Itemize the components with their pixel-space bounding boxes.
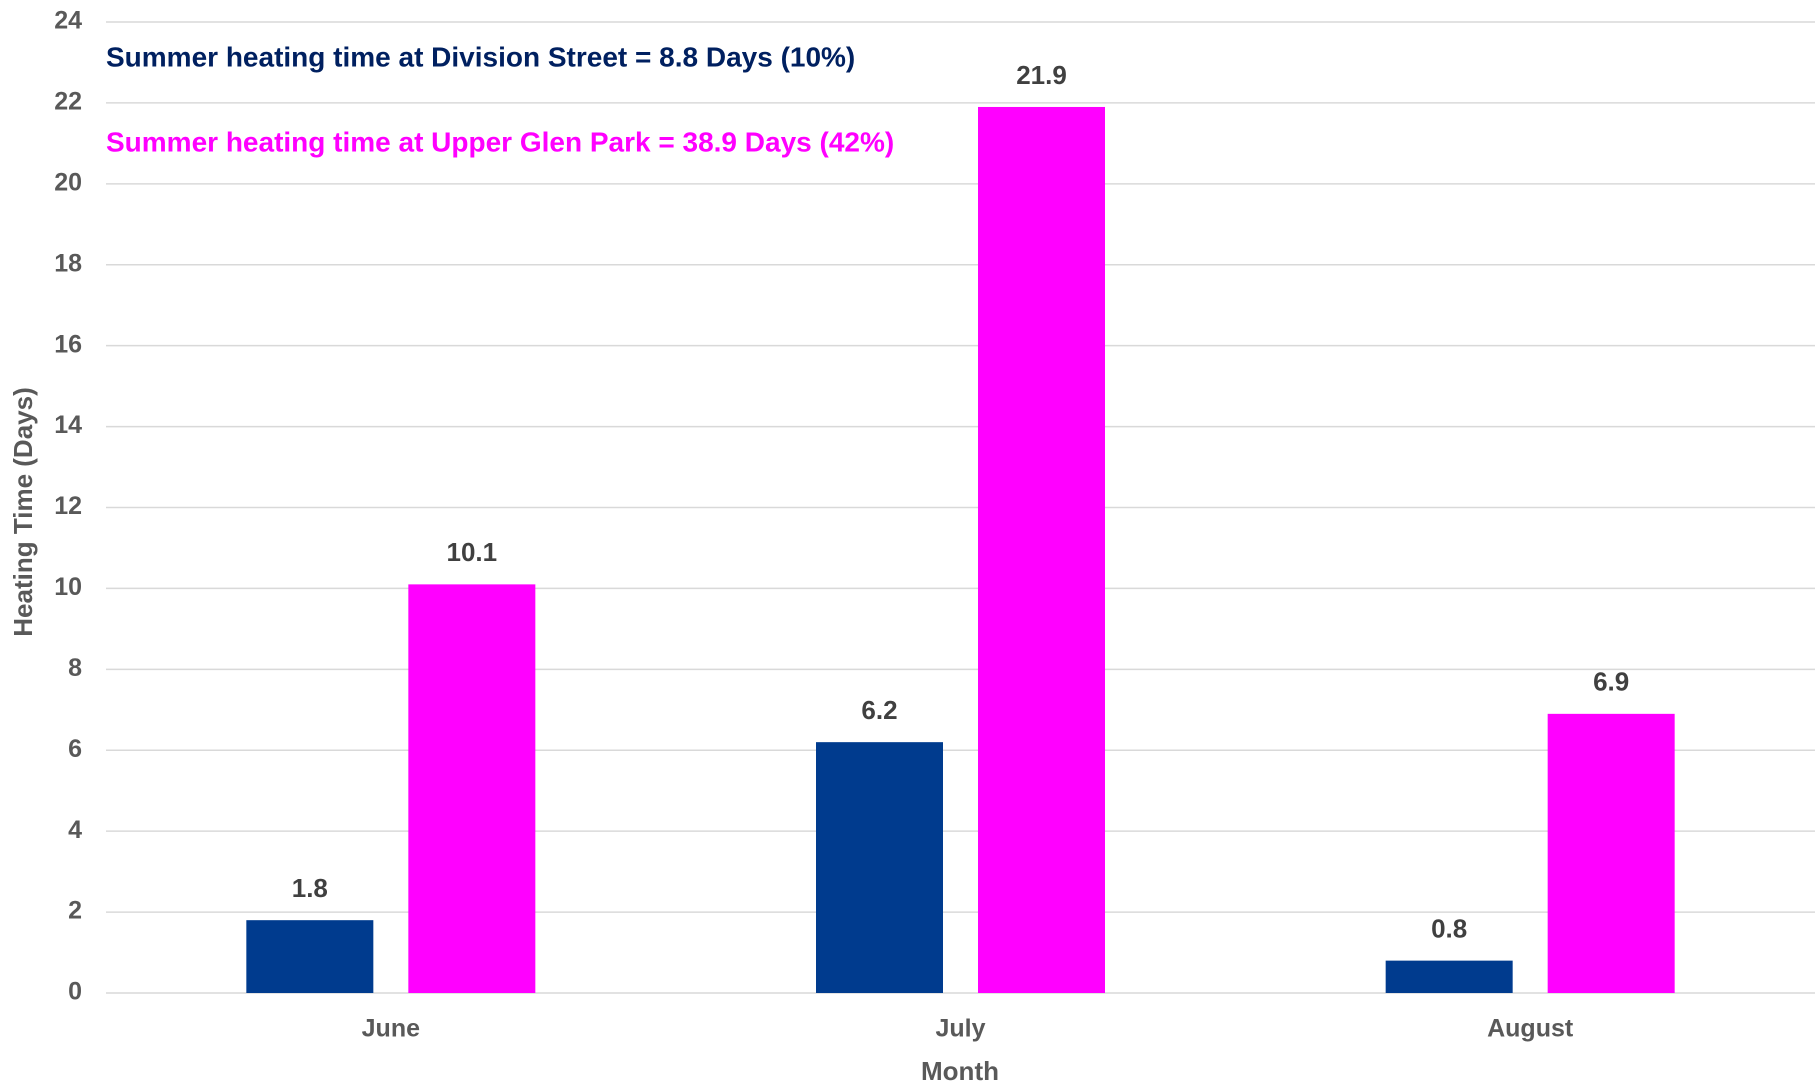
y-tick-label: 14	[54, 411, 82, 439]
y-tick-label: 2	[68, 897, 82, 925]
y-tick-label: 16	[54, 330, 82, 358]
y-axis-title: Heating Time (Days)	[8, 387, 38, 636]
x-tick-label: August	[1487, 1015, 1574, 1043]
bar	[816, 742, 943, 993]
bar	[978, 106, 1105, 993]
annotation: Summer heating time at Upper Glen Park =…	[106, 126, 894, 157]
data-label: 0.8	[1431, 914, 1467, 944]
y-tick-label: 10	[54, 573, 82, 601]
y-tick-label: 8	[68, 654, 82, 682]
bar	[408, 584, 536, 993]
data-label: 1.8	[292, 873, 328, 903]
annotation: Summer heating time at Division Street =…	[106, 41, 855, 72]
y-tick-label: 4	[68, 816, 82, 844]
bar	[1547, 713, 1675, 993]
bar	[1385, 960, 1513, 993]
bar	[246, 920, 374, 993]
x-tick-label: July	[935, 1015, 985, 1043]
y-tick-label: 24	[54, 7, 82, 35]
y-tick-label: 18	[54, 249, 82, 277]
data-label: 6.9	[1593, 667, 1629, 697]
y-tick-label: 20	[54, 168, 82, 196]
x-tick-label: June	[362, 1015, 420, 1043]
y-tick-label: 12	[54, 492, 82, 520]
y-tick-label: 0	[68, 978, 82, 1006]
x-axis-title: Month	[921, 1056, 999, 1086]
data-label: 21.9	[1016, 60, 1067, 90]
y-tick-label: 22	[54, 88, 82, 116]
y-tick-label: 6	[68, 735, 82, 763]
data-label: 10.1	[447, 537, 498, 567]
data-label: 6.2	[861, 695, 897, 725]
